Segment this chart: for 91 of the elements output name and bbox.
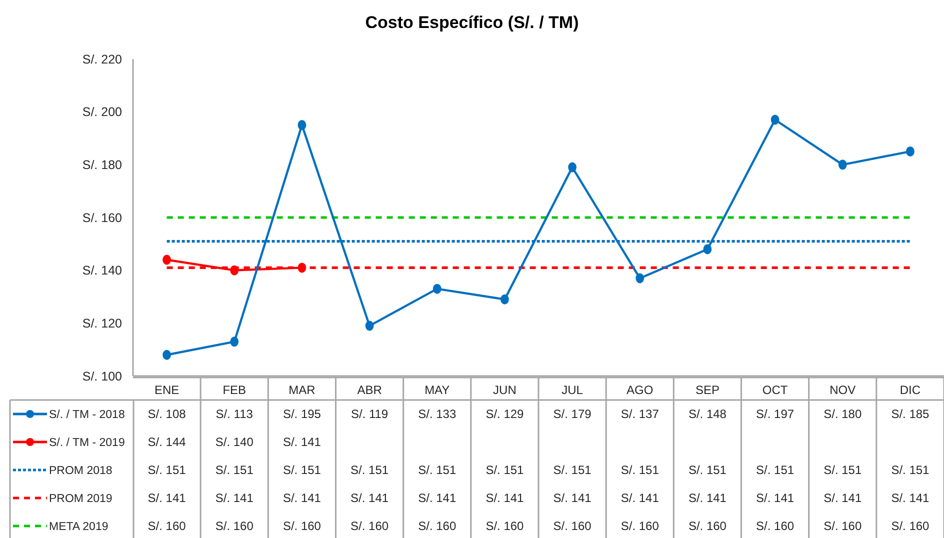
- data-label: S/. 160: [418, 519, 456, 534]
- chart-title: Costo Específico (S/. / TM): [365, 13, 579, 32]
- data-label: S/. 151: [891, 463, 930, 478]
- x-tick-label: DIC: [900, 382, 921, 397]
- data-label: S/. 160: [282, 519, 322, 534]
- y-tick-label: S/. 200: [82, 105, 122, 120]
- data-label: S/. 160: [620, 519, 660, 534]
- data-label: S/. 144: [148, 435, 186, 450]
- point: [432, 284, 442, 294]
- point: [770, 114, 780, 125]
- data-label: S/. 160: [215, 519, 254, 534]
- point: [568, 162, 576, 172]
- y-tick-label: S/. 100: [82, 369, 122, 384]
- legend-label: PROM 2019: [49, 493, 112, 506]
- x-tick-label: ENE: [154, 382, 180, 397]
- point: [365, 320, 374, 331]
- legend-label: S/. / TM - 2018: [49, 409, 125, 422]
- point: [298, 262, 306, 273]
- data-label: S/. 141: [824, 491, 862, 506]
- y-tick-label: S/. 160: [82, 210, 122, 225]
- data-label: S/. 197: [756, 407, 794, 422]
- data-label: S/. 133: [418, 407, 456, 422]
- data-label: S/. 151: [148, 463, 186, 478]
- x-tick-label: JUN: [493, 382, 516, 397]
- data-label: S/. 141: [282, 435, 322, 450]
- x-tick-label: OCT: [762, 382, 788, 397]
- legend-label: S/. / TM - 2019: [49, 437, 125, 450]
- data-label: S/. 151: [824, 463, 862, 478]
- legend-label: PROM 2018: [49, 465, 112, 478]
- point: [500, 294, 509, 304]
- data-label: S/. 160: [350, 519, 389, 534]
- point: [230, 265, 239, 276]
- data-label: S/. 179: [553, 407, 592, 422]
- x-tick-label: ABR: [357, 382, 382, 397]
- point: [230, 336, 239, 347]
- data-label: S/. 151: [486, 463, 524, 478]
- data-label: S/. 151: [215, 463, 254, 478]
- point: [703, 244, 712, 254]
- legend-label: META 2019: [49, 521, 108, 534]
- data-label: S/. 160: [756, 519, 794, 534]
- x-tick-label: AGO: [626, 382, 654, 397]
- data-label: S/. 119: [350, 407, 388, 422]
- point: [838, 160, 847, 170]
- y-tick-label: S/. 120: [82, 316, 122, 331]
- y-tick-label: S/. 180: [82, 158, 122, 172]
- data-label: S/. 151: [688, 463, 727, 478]
- data-label: S/. 141: [215, 491, 254, 506]
- data-label: S/. 180: [824, 407, 862, 422]
- data-label: S/. 151: [553, 463, 592, 478]
- point: [906, 146, 914, 156]
- data-label: S/. 195: [282, 407, 322, 422]
- data-label: S/. 129: [486, 407, 524, 422]
- data-label: S/. 148: [688, 407, 727, 422]
- data-label: S/. 160: [688, 519, 727, 534]
- data-label: S/. 140: [215, 435, 254, 450]
- data-label: S/. 151: [756, 463, 794, 478]
- x-tick-label: NOV: [830, 382, 856, 397]
- x-tick-label: FEB: [222, 382, 246, 397]
- data-label: S/. 160: [486, 519, 524, 534]
- data-label: S/. 160: [148, 519, 186, 534]
- data-label: S/. 141: [553, 491, 592, 506]
- x-tick-label: MAR: [288, 382, 316, 397]
- point: [636, 273, 644, 284]
- x-tick-label: JUL: [562, 382, 584, 397]
- data-label: S/. 160: [824, 519, 862, 534]
- point: [162, 350, 171, 360]
- data-label: S/. 141: [620, 491, 660, 506]
- data-label: S/. 141: [350, 491, 389, 506]
- data-label: S/. 151: [282, 463, 322, 478]
- x-tick-label: SEP: [695, 382, 720, 397]
- data-label: S/. 160: [891, 519, 930, 534]
- data-label: S/. 137: [620, 407, 660, 422]
- y-tick-label: S/. 140: [82, 264, 122, 278]
- data-label: S/. 151: [418, 463, 456, 478]
- data-label: S/. 185: [891, 407, 930, 422]
- data-label: S/. 141: [688, 491, 727, 506]
- x-tick-label: MAY: [424, 382, 450, 397]
- data-label: S/. 141: [148, 491, 186, 506]
- data-label: S/. 108: [148, 407, 186, 422]
- data-label: S/. 151: [620, 463, 660, 478]
- data-label: S/. 113: [216, 407, 254, 422]
- data-label: S/. 160: [553, 519, 592, 534]
- data-label: S/. 141: [756, 491, 794, 506]
- data-label: S/. 141: [418, 491, 456, 506]
- data-label: S/. 141: [486, 491, 524, 506]
- y-tick-label: S/. 220: [82, 52, 122, 66]
- data-label: S/. 141: [282, 491, 322, 506]
- point: [298, 120, 306, 130]
- data-label: S/. 151: [350, 463, 389, 478]
- data-label: S/. 141: [891, 491, 930, 506]
- point: [162, 254, 171, 265]
